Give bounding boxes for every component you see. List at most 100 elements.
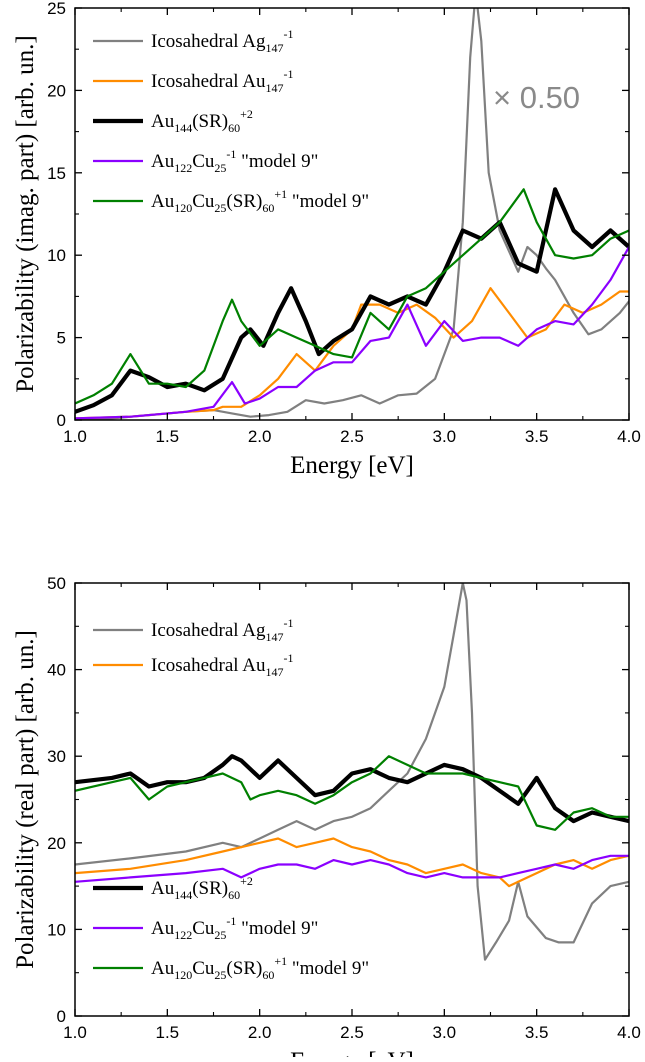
series-line-3 [75,245,629,420]
legend-label-part: Au [151,191,175,212]
plot-frame [74,582,630,1017]
legend-label-part: 120 [174,201,192,215]
y-tick-label: 40 [47,661,66,680]
y-tick-label: 0 [57,411,66,430]
legend-label: Au144(SR)60+2 [151,874,253,902]
legend-label-part: Cu [192,958,215,979]
legend-label-part: Cu [192,151,215,172]
legend-label-part: Icosahedral Au [151,71,266,92]
legend-label: Au120Cu25(SR)60+1 "model 9" [151,187,369,215]
y-tick-label: 10 [47,246,66,265]
scale-annotation: × 0.50 [493,80,580,115]
x-tick-label: 2.5 [340,427,364,446]
legend-label-part: 147 [265,630,283,644]
x-tick-label: 3.0 [433,427,457,446]
legend-item-4: Au120Cu25(SR)60+1 "model 9" [93,187,369,215]
legend-item-0: Icosahedral Ag147-1 [93,27,293,55]
y-tick-label: 5 [57,329,66,348]
legend-label-part: -1 [226,147,236,161]
legend-label: Icosahedral Ag147-1 [151,27,293,55]
x-axis-title: Energy [eV] [290,1048,414,1057]
legend-label-part: +1 [274,187,287,201]
x-tick-label: 3.5 [525,1023,549,1042]
legend-label: Icosahedral Au147-1 [151,67,293,95]
legend-label-part: Icosahedral Ag [151,31,266,52]
legend-label-part: 25 [214,201,226,215]
series-line-4 [75,188,629,405]
legend-label-part: -1 [283,27,293,41]
x-tick-label: 1.0 [63,427,87,446]
x-tick-label: 2.0 [248,1023,272,1042]
legend-label-part: Au [151,918,175,939]
y-tick-label: 15 [47,164,66,183]
legend-label-part: "model 9" [236,918,318,939]
y-tick-label: 20 [47,81,66,100]
series-line-2 [75,754,629,824]
legend-item-1: Icosahedral Au147-1 [93,67,293,95]
legend-label-part: 25 [214,928,226,942]
series-line-0 [75,8,629,420]
legend-item-3: Au122Cu25-1 "model 9" [93,147,318,175]
legend-item-3: Au122Cu25-1 "model 9" [93,914,318,942]
y-tick-label: 20 [47,834,66,853]
x-tick-label: 3.5 [525,427,549,446]
legend-label-part: Au [151,111,175,132]
legend-label-part: 122 [174,928,192,942]
legend-label: Icosahedral Ag147-1 [151,616,293,644]
legend-label-part: 60 [228,121,240,135]
legend-label: Au120Cu25(SR)60+1 "model 9" [151,954,369,982]
series-line-1 [75,287,629,420]
y-tick-label: 25 [47,0,66,18]
y-tick-label: 50 [47,574,66,593]
legend-label-part: 60 [228,888,240,902]
series-line-0 [75,583,629,961]
legend-label-part: 144 [174,121,192,135]
x-tick-label: 1.5 [156,1023,180,1042]
legend-item-1: Icosahedral Au147-1 [93,651,293,679]
y-axis-title: Polarizability (imag. part) [arb. un.] [12,35,39,393]
legend-label-part: 147 [265,81,283,95]
y-axis-title: Polarizability (real part) [arb. un.] [12,630,39,969]
legend-label-part: Au [151,151,175,172]
legend-label-part: +2 [240,107,253,121]
series-line-2 [75,187,629,414]
legend-label-part: "model 9" [287,958,369,979]
legend-item-2: Au144(SR)60+2 [93,107,253,135]
legend-label-part: 25 [214,968,226,982]
legend-label-part: +2 [240,874,253,888]
legend-item-2: Au144(SR)60+2 [93,874,253,902]
x-tick-label: 2.5 [340,1023,364,1042]
y-tick-label: 30 [47,747,66,766]
legend-label-part: (SR) [192,111,228,132]
series-group [75,583,629,961]
legend-label-part: 147 [265,41,283,55]
legend-label: Au122Cu25-1 "model 9" [151,914,318,942]
x-axis-title: Energy [eV] [290,452,414,479]
legend-label-part: 120 [174,968,192,982]
series-line-3 [75,854,629,883]
x-tick-label: 1.5 [156,427,180,446]
legend-label-part: 60 [262,201,274,215]
x-tick-label: 4.0 [617,1023,641,1042]
legend-label-part: -1 [283,67,293,81]
series-group [75,8,629,420]
legend-label-part: Icosahedral Ag [151,620,266,641]
legend-label-part: (SR) [192,878,228,899]
legend-label-part: -1 [283,616,293,630]
legend-label-part: 122 [174,161,192,175]
series-line-4 [75,755,629,831]
x-tick-label: 2.0 [248,427,272,446]
y-tick-label: 10 [47,920,66,939]
legend-label-part: 144 [174,888,192,902]
legend-label-part: 60 [262,968,274,982]
legend-label: Au144(SR)60+2 [151,107,253,135]
legend-item-4: Au120Cu25(SR)60+1 "model 9" [93,954,369,982]
legend-label: Icosahedral Au147-1 [151,651,293,679]
panel-imaginary-part: 1.0 1.5 2.0 2.5 3.0 3.5 4.0 0 5 10 15 20 25 Energy [e… [12,0,641,479]
legend-label-part: Au [151,878,175,899]
x-tick-label: 1.0 [63,1023,87,1042]
legend-label-part: -1 [283,651,293,665]
legend-label-part: 147 [265,665,283,679]
